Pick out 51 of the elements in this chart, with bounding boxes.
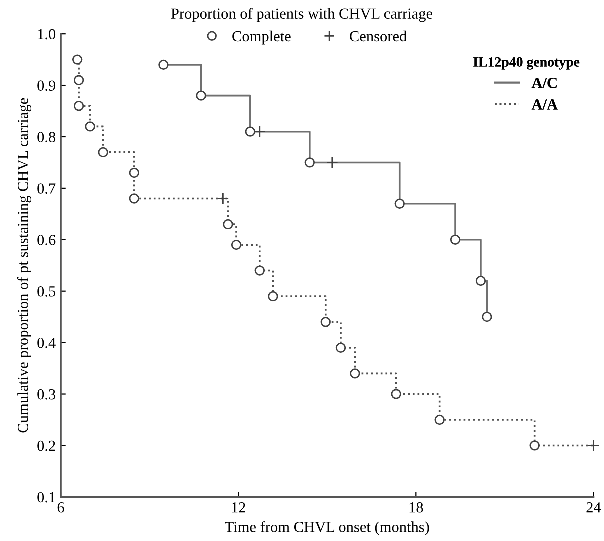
point <box>394 198 405 209</box>
legend-label: Complete <box>232 30 291 45</box>
point <box>326 156 338 169</box>
y-tick-label: 1.0 <box>38 29 56 40</box>
point <box>217 192 230 205</box>
legend-label: A/A <box>532 100 558 110</box>
point <box>74 75 84 86</box>
x-tick-label: 6 <box>58 502 64 513</box>
point <box>98 147 108 158</box>
point <box>245 126 256 137</box>
point <box>129 168 140 178</box>
point <box>223 219 234 230</box>
x-axis-title: Time from CHVL onset (months) <box>225 521 430 536</box>
point <box>476 276 486 286</box>
x-tick-label: 18 <box>410 502 424 513</box>
y-tick-label: 0.5 <box>38 286 56 297</box>
point <box>254 126 266 138</box>
point <box>350 368 360 379</box>
point <box>254 266 265 276</box>
x-tick-label: 24 <box>586 502 602 513</box>
y-tick-label: 0.8 <box>38 132 56 143</box>
chart-title: Proportion of patients with CHVL carriage <box>171 8 432 22</box>
y-tick-label: 0.7 <box>38 184 56 194</box>
point <box>391 389 402 400</box>
y-tick-label: 0.3 <box>38 389 56 400</box>
point <box>129 194 140 204</box>
point <box>320 317 331 328</box>
point <box>434 414 445 426</box>
point <box>72 54 83 65</box>
legend-label: A/C <box>532 78 557 88</box>
legend-label: Censored <box>350 30 407 42</box>
point <box>85 122 96 132</box>
point <box>588 440 600 452</box>
y-tick-label: 0.9 <box>38 80 56 92</box>
y-tick-label: 0.1 <box>38 492 56 503</box>
y-axis-title: Cumulative proportion of pt sustaining CHVL carriage <box>17 98 32 433</box>
point <box>482 312 492 322</box>
point <box>336 342 346 354</box>
legend-title: IL12p40 genotype <box>474 57 580 70</box>
y-tick-label: 0.4 <box>38 338 56 348</box>
point <box>231 240 242 250</box>
y-tick-label: 0.2 <box>38 440 56 452</box>
point <box>74 101 84 112</box>
point <box>158 60 169 70</box>
point <box>530 440 540 451</box>
x-tick-label: 12 <box>232 502 246 513</box>
point <box>196 90 206 101</box>
y-tick-label: 0.6 <box>38 235 56 246</box>
point <box>450 234 461 245</box>
point <box>268 291 278 302</box>
point <box>304 158 315 168</box>
